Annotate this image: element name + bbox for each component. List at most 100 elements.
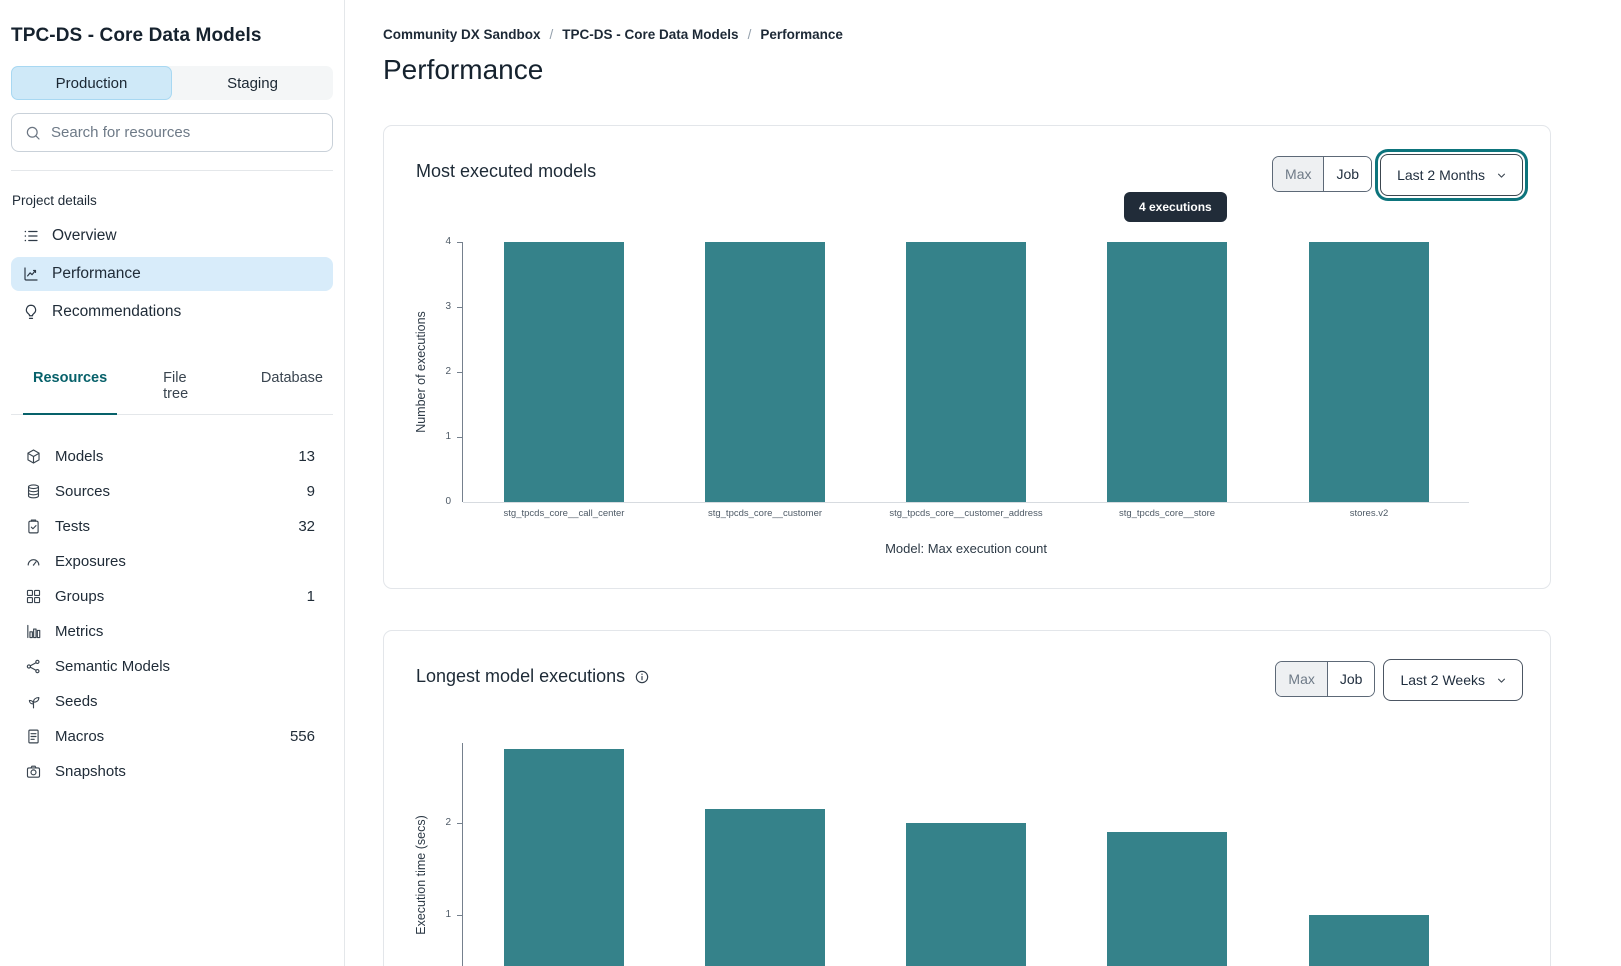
breadcrumb-tpc-ds-core-data-models[interactable]: TPC-DS - Core Data Models xyxy=(562,27,739,42)
resource-row-models[interactable]: Models 13 xyxy=(25,441,329,471)
resource-label: Semantic Models xyxy=(55,657,171,675)
tab-resources[interactable]: Resources xyxy=(23,363,118,415)
y-tick-mark xyxy=(457,437,462,438)
resource-search xyxy=(11,113,333,152)
chart-controls: Max Job Last 2 Weeks xyxy=(1275,659,1523,701)
search-input[interactable] xyxy=(51,124,320,141)
sidebar-item-performance[interactable]: Performance xyxy=(11,257,333,291)
sidebar-item-overview[interactable]: Overview xyxy=(11,219,333,253)
x-tick-label: stores.v2 xyxy=(1349,508,1389,519)
env-tab-production[interactable]: Production xyxy=(11,66,172,100)
search-icon xyxy=(26,126,40,140)
y-axis-line xyxy=(462,242,463,502)
tab-file-tree[interactable]: File tree xyxy=(163,370,189,402)
sidebar-item-label: Overview xyxy=(52,227,117,244)
date-range-select[interactable]: Last 2 Weeks xyxy=(1383,659,1523,701)
gauge-icon xyxy=(27,558,40,566)
environment-tabs: Production Staging xyxy=(11,66,333,100)
max-job-toggle: Max Job xyxy=(1275,661,1376,697)
resource-list: Models 13 Sources 9 Tests 32 Exposures Groups 1 M… xyxy=(11,441,333,786)
y-tick-mark xyxy=(457,915,462,916)
bar-stores-v2[interactable] xyxy=(1309,242,1429,502)
longest-model-executions-card: 1 2 Execution time (secs) Longest model ex… xyxy=(383,630,1551,966)
info-icon[interactable] xyxy=(634,669,650,685)
longest-model-executions-chart: 1 2 Execution time (secs) xyxy=(384,631,1550,966)
document-icon xyxy=(28,729,39,743)
resource-row-sources[interactable]: Sources 9 xyxy=(25,476,329,506)
resource-label: Models xyxy=(55,447,104,465)
database-icon xyxy=(27,483,40,498)
y-tick-mark xyxy=(457,307,462,308)
sidebar: TPC-DS - Core Data Models Production Sta… xyxy=(0,0,345,966)
env-tab-staging[interactable]: Staging xyxy=(227,74,278,92)
nodes-icon xyxy=(26,659,40,673)
x-tick-label: stg_tpcds_core__customer_address xyxy=(889,508,1043,519)
job-button[interactable]: Job xyxy=(1324,157,1372,191)
bar-stg-tpcds-core-customer[interactable] xyxy=(705,242,825,502)
card-title: Most executed models xyxy=(416,161,597,181)
sidebar-item-recommendations[interactable]: Recommendations xyxy=(11,295,333,329)
bar-stg-tpcds-core-call-center[interactable] xyxy=(504,242,624,502)
project-title: TPC-DS - Core Data Models xyxy=(11,25,262,46)
grid-icon xyxy=(26,589,41,603)
trend-chart-icon xyxy=(24,267,38,281)
y-tick-label: 1 xyxy=(445,431,451,442)
chevron-down-icon xyxy=(1497,678,1506,683)
lightbulb-icon xyxy=(25,304,37,319)
resource-label: Macros xyxy=(55,727,105,745)
breadcrumb: Community DX Sandbox / TPC-DS - Core Data … xyxy=(383,27,1551,42)
date-range-select[interactable]: Last 2 Months xyxy=(1380,154,1523,196)
y-tick-label: 4 xyxy=(445,236,451,247)
bar-stg-tpcds-core-store[interactable] xyxy=(1107,242,1227,502)
sidebar-item-label: Recommendations xyxy=(52,303,182,320)
resource-row-seeds[interactable]: Seeds xyxy=(25,686,329,716)
camera-icon xyxy=(26,765,41,778)
resource-row-groups[interactable]: Groups 1 xyxy=(25,581,329,611)
max-job-toggle: Max Job xyxy=(1272,156,1373,192)
y-tick-mark xyxy=(457,823,462,824)
card-header: Most executed models Max Job Last 2 Mont… xyxy=(384,126,1550,196)
resource-row-metrics[interactable]: Metrics xyxy=(25,616,329,646)
resource-row-semantic-models[interactable]: Semantic Models xyxy=(25,651,329,681)
bar-stg-tpcds-core-customer-address[interactable] xyxy=(906,242,1026,502)
y-axis-title: Execution time (secs) xyxy=(414,815,428,935)
bar-2[interactable] xyxy=(906,823,1026,966)
chevron-down-icon xyxy=(1497,173,1506,178)
resource-label: Metrics xyxy=(55,622,104,640)
breadcrumb-community-dx-sandbox[interactable]: Community DX Sandbox xyxy=(383,27,541,42)
sidebar-item-label: Performance xyxy=(52,265,141,282)
resource-tabs: Resources File tree Database xyxy=(11,363,333,415)
date-range-value: Last 2 Weeks xyxy=(1400,672,1485,688)
breadcrumb-separator: / xyxy=(549,27,554,42)
bar-0[interactable] xyxy=(504,749,624,966)
y-tick-label: 1 xyxy=(445,909,451,920)
y-axis-line xyxy=(462,743,463,966)
job-button[interactable]: Job xyxy=(1327,662,1375,696)
y-axis-title: Number of executions xyxy=(414,311,428,433)
resource-row-snapshots[interactable]: Snapshots xyxy=(25,756,329,786)
card-header: Longest model executions Max Job Last 2 … xyxy=(384,631,1550,701)
x-axis-line xyxy=(463,502,1469,503)
sidebar-divider xyxy=(11,170,333,171)
resource-row-macros[interactable]: Macros 556 xyxy=(25,721,329,751)
tab-database[interactable]: Database xyxy=(260,370,323,386)
resource-row-tests[interactable]: Tests 32 xyxy=(25,511,329,541)
y-tick-label: 3 xyxy=(445,301,451,312)
card-title: Longest model executions xyxy=(416,666,626,686)
bar-4[interactable] xyxy=(1309,915,1429,966)
resource-count: 13 xyxy=(298,447,315,465)
y-tick-label: 2 xyxy=(445,817,451,828)
x-tick-label: stg_tpcds_core__customer xyxy=(707,508,823,519)
resource-label: Groups xyxy=(55,587,105,605)
most-executed-models-card: 0 1 2 3 4 stg_tpcds_core__call_center stg_tpcd… xyxy=(383,125,1551,589)
y-tick-mark xyxy=(457,372,462,373)
resource-count: 1 xyxy=(306,587,315,605)
y-tick-label: 0 xyxy=(445,496,451,507)
bar-1[interactable] xyxy=(705,809,825,966)
resource-row-exposures[interactable]: Exposures xyxy=(25,546,329,576)
bar-3[interactable] xyxy=(1107,832,1227,966)
max-button[interactable]: Max xyxy=(1273,157,1325,191)
resource-label: Seeds xyxy=(55,692,98,710)
x-tick-label: stg_tpcds_core__call_center xyxy=(503,508,625,519)
max-button[interactable]: Max xyxy=(1276,662,1328,696)
